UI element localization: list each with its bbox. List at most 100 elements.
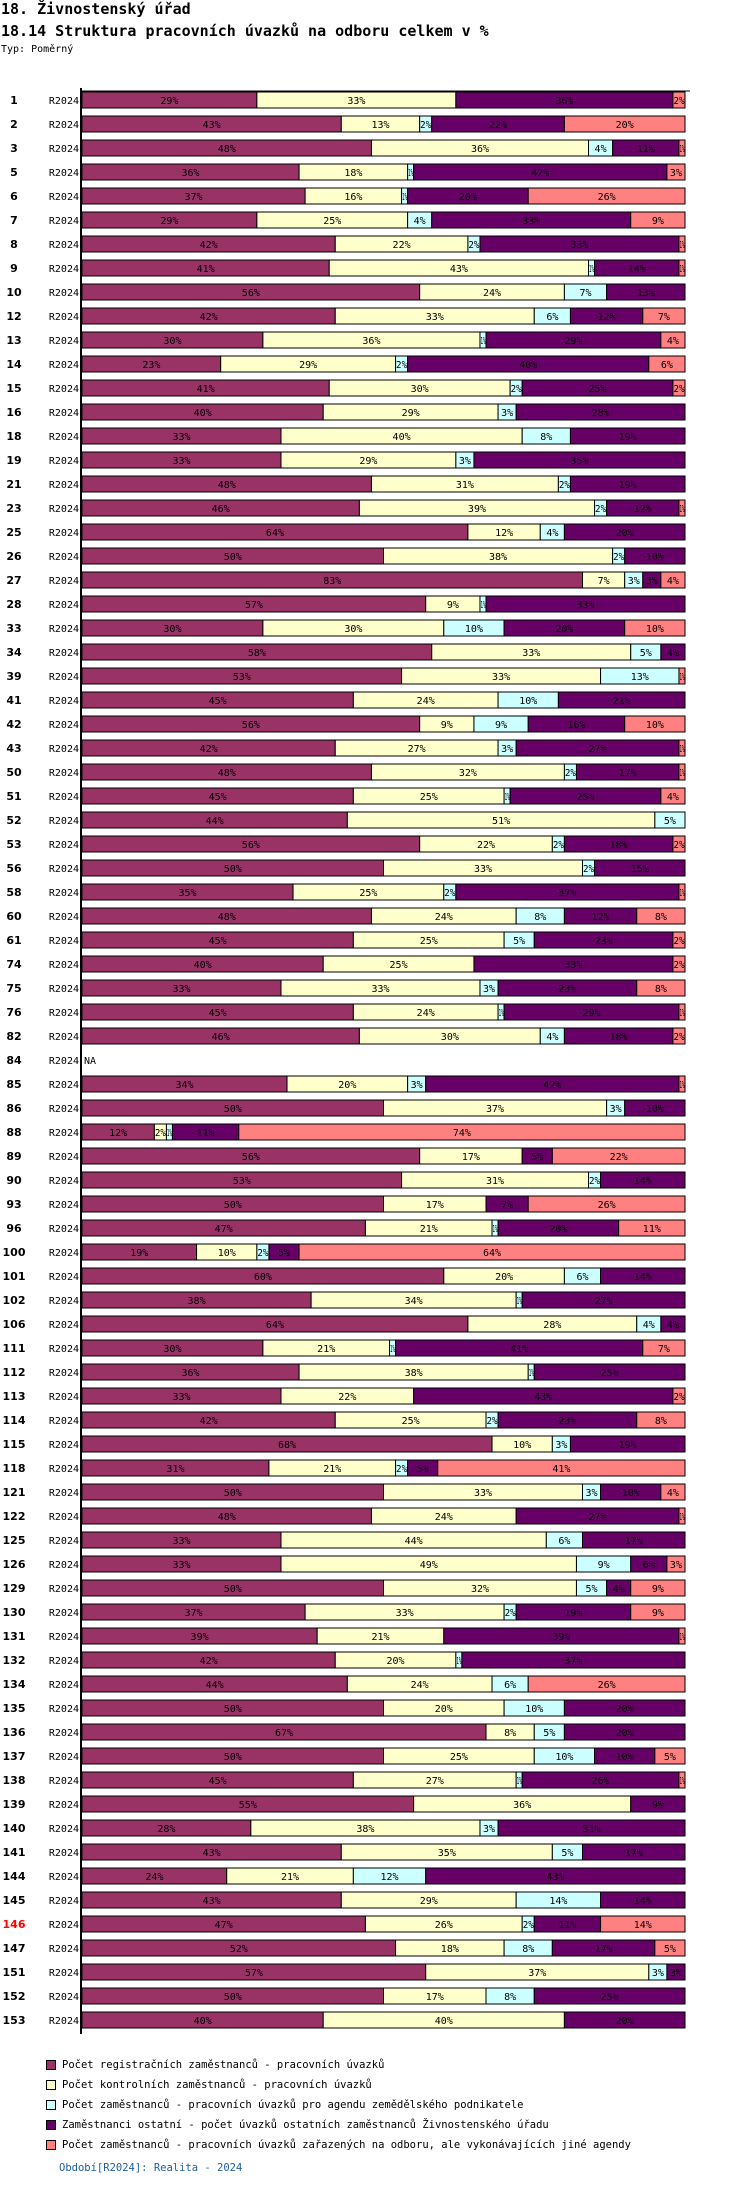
- bar-segment-label: 27%: [408, 744, 426, 755]
- bar-segment-label: 4%: [667, 1488, 679, 1499]
- row-id-label: 129: [3, 1582, 26, 1595]
- bar-segment-label: 38%: [356, 1824, 374, 1835]
- bar-segment-jine: [600, 1915, 686, 1933]
- row-period-label: R2024: [49, 1752, 79, 1763]
- row-period-label: R2024: [49, 912, 79, 923]
- bar-segment-label: 27%: [426, 1776, 444, 1787]
- row-period-label: R2024: [49, 1368, 79, 1379]
- chart-row-138: 138 R2024 45% 27% 1% 26% 1%: [3, 1771, 686, 1789]
- bar-segment-label: 2%: [468, 240, 479, 251]
- bar-segment-jine: [678, 739, 686, 757]
- bar-segment-label: 1%: [390, 1344, 395, 1355]
- chart-row-43: 43 R2024 42% 27% 3% 27% 1%: [6, 739, 686, 757]
- bar-segment-label: 8%: [504, 1992, 516, 2003]
- bar-segment-label: 47%: [215, 1224, 233, 1235]
- row-id-label: 130: [3, 1606, 26, 1619]
- bar-segment-label: 33%: [570, 240, 588, 251]
- bar-segment-label: 2%: [595, 504, 606, 515]
- bar-segment-ostatni: [660, 1315, 686, 1333]
- bar-segment-label: 3%: [646, 576, 658, 587]
- row-id-label: 89: [6, 1150, 21, 1163]
- row-period-label: R2024: [49, 624, 79, 635]
- chart-row-76: 76 R2024 45% 24% 1% 29% 1%: [6, 1003, 686, 1021]
- bar-segment-label: 26%: [435, 1920, 453, 1931]
- bar-segment-label: 37%: [185, 192, 203, 203]
- chart-row-152: 152 R2024 50% 17% 8% 25%: [3, 1987, 686, 2005]
- bar-segment-ostatni: [581, 1531, 686, 1549]
- period-footer[interactable]: Období[R2024]: Realita - 2024: [59, 2162, 243, 2174]
- row-period-label: R2024: [49, 384, 79, 395]
- row-id-label: 126: [3, 1558, 26, 1571]
- row-id-label: 136: [3, 1726, 26, 1739]
- bar-segment-label: 10%: [513, 1440, 531, 1451]
- row-period-label: R2024: [49, 1728, 79, 1739]
- row-period-label: R2024: [49, 504, 79, 515]
- bar-segment-label: 21%: [420, 1224, 438, 1235]
- legend-swatch-ostatni: [46, 2120, 56, 2130]
- legend-label: Zaměstnanci ostatní - počet úvazků ostat…: [62, 2119, 549, 2131]
- row-id-label: 5: [10, 166, 18, 179]
- row-period-label: R2024: [49, 432, 79, 443]
- row-period-label: R2024: [49, 1968, 79, 1979]
- bar-segment-label: 40%: [393, 432, 411, 443]
- bar-segment-label: 30%: [163, 1344, 181, 1355]
- bar-segment-label: 34%: [175, 1080, 193, 1091]
- bar-segment-ostatni: [497, 1819, 686, 1837]
- bar-segment-jine: [666, 163, 686, 181]
- chart-row-126: 126 R2024 33% 49% 9% 6% 3%: [3, 1555, 686, 1573]
- bar-segment-label: 14%: [634, 1920, 652, 1931]
- chart-title: 18.14 Struktura pracovních úvazků na odb…: [1, 22, 489, 40]
- row-id-label: 102: [3, 1294, 26, 1307]
- bar-segment-label: 3%: [670, 1560, 682, 1571]
- chart-row-130: 130 R2024 37% 33% 2% 19% 9%: [3, 1603, 686, 1621]
- bar-segment-label: 5%: [543, 1728, 555, 1739]
- bar-segment-jine: [678, 1075, 686, 1093]
- row-id-label: 52: [6, 814, 21, 827]
- row-period-label: R2024: [49, 456, 79, 467]
- bar-segment-jine: [678, 235, 686, 253]
- bar-segment-label: 10%: [218, 1248, 236, 1259]
- chart-row-12: 12 R2024 42% 33% 6% 12% 7%: [6, 307, 686, 325]
- bar-segment-label: 1%: [679, 504, 684, 515]
- chart-row-102: 102 R2024 38% 34% 1% 27%: [3, 1291, 686, 1309]
- row-id-label: 12: [6, 310, 21, 323]
- bar-segment-ostatni: [425, 1867, 686, 1885]
- bar-segment-jine: [630, 1579, 686, 1597]
- chart-row-111: 111 R2024 30% 21% 1% 41% 7%: [3, 1339, 686, 1357]
- bar-segment-label: 3%: [670, 168, 682, 179]
- bar-segment-label: 11%: [637, 144, 655, 155]
- chart-row-139: 139 R2024 55% 36% 9%: [3, 1795, 686, 1813]
- bar-segment-label: 35%: [570, 456, 588, 467]
- bar-segment-label: 41%: [510, 1344, 528, 1355]
- row-id-label: 145: [3, 1894, 26, 1907]
- bar-segment-jine: [660, 1483, 686, 1501]
- row-id-label: 56: [6, 862, 22, 875]
- bar-segment-label: 1%: [517, 1776, 522, 1787]
- bar-segment-label: 1%: [529, 1368, 534, 1379]
- row-period-label: R2024: [49, 1320, 79, 1331]
- chart-row-23: 23 R2024 46% 39% 2% 12% 1%: [6, 499, 686, 517]
- chart-row-118: 118 R2024 31% 21% 2% 5% 41%: [3, 1459, 686, 1477]
- bar-segment-ostatni: [600, 1171, 686, 1189]
- chart-row-61: 61 R2024 45% 25% 5% 23% 2%: [6, 931, 686, 949]
- bar-segment-label: 40%: [194, 2016, 212, 2027]
- row-period-label: R2024: [49, 1776, 79, 1787]
- bar-segment-label: 33%: [172, 1392, 190, 1403]
- chart-row-10: 10 R2024 56% 24% 7% 13%: [6, 283, 686, 301]
- bar-segment-label: 51%: [492, 816, 510, 827]
- chart-row-113: 113 R2024 33% 22% 43% 2%: [3, 1387, 686, 1405]
- chart-row-60: 60 R2024 48% 24% 8% 12% 8%: [6, 907, 686, 925]
- row-period-label: R2024: [49, 1272, 79, 1283]
- bar-segment-jine: [642, 307, 686, 325]
- row-id-label: 84: [6, 1054, 22, 1067]
- bar-segment-label: 1%: [589, 264, 594, 275]
- row-period-label: R2024: [49, 1560, 79, 1571]
- bar-segment-label: 5%: [417, 1464, 429, 1475]
- bar-segment-label: 29%: [359, 456, 377, 467]
- bar-segment-label: 57%: [245, 1968, 263, 1979]
- chart-row-137: 137 R2024 50% 25% 10% 10% 5%: [3, 1747, 686, 1765]
- bar-segment-label: 3%: [670, 1968, 682, 1979]
- bar-segment-label: 2%: [553, 840, 564, 851]
- bar-segment-label: 3%: [628, 576, 640, 587]
- bar-segment-label: 28%: [543, 1320, 561, 1331]
